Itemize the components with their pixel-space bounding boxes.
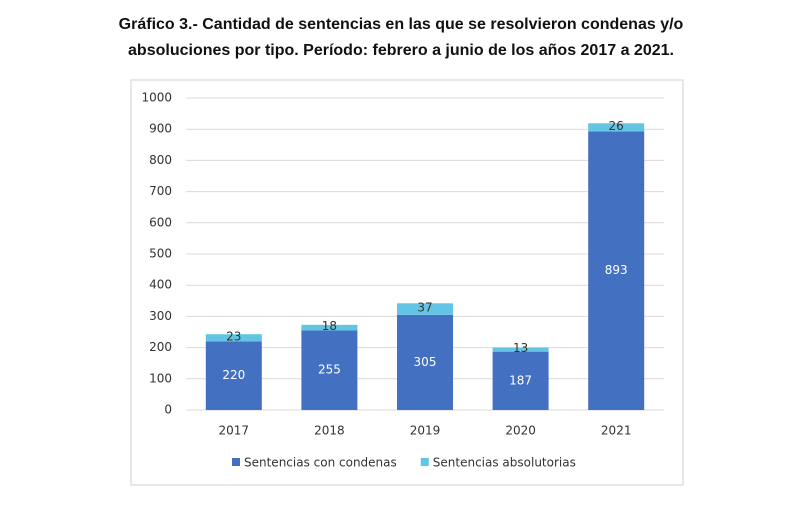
y-tick-label: 400	[149, 278, 172, 292]
legend-swatch	[420, 458, 429, 466]
y-tick-label: 200	[149, 340, 172, 354]
value-label: 893	[605, 263, 628, 277]
value-label: 13	[513, 341, 528, 355]
chart-title: absoluciones por tipo. Período: febrero …	[128, 42, 674, 59]
legend-swatch	[232, 458, 240, 466]
y-tick-label: 600	[149, 215, 172, 229]
value-label: 26	[609, 119, 624, 133]
legend-label: Sentencias absolutorias	[433, 456, 576, 470]
value-label: 37	[417, 301, 432, 315]
x-tick-label: 2019	[410, 424, 441, 438]
x-tick-label: 2018	[314, 424, 345, 438]
value-label: 220	[222, 368, 245, 382]
bar-segment	[588, 123, 645, 132]
y-tick-label: 300	[149, 309, 172, 323]
value-label: 23	[226, 329, 241, 343]
bar-segment	[301, 330, 358, 410]
value-label: 18	[322, 319, 337, 333]
chart-frame	[130, 79, 684, 486]
x-tick-label: 2021	[601, 424, 632, 438]
chart-title: Gráfico 3.- Cantidad de sentencias en la…	[119, 16, 684, 33]
value-label: 187	[509, 373, 532, 387]
bar-segment	[205, 341, 262, 410]
bar-segment	[397, 314, 453, 410]
bar-segment	[397, 303, 453, 315]
y-tick-label: 800	[149, 153, 172, 167]
y-tick-label: 900	[149, 122, 172, 136]
x-tick-label: 2020	[505, 424, 536, 438]
bar-segment	[301, 324, 358, 331]
bar-segment	[492, 351, 549, 410]
y-tick-label: 100	[149, 371, 172, 385]
bar-segment	[492, 347, 549, 352]
y-tick-label: 500	[149, 247, 172, 261]
value-label: 255	[318, 363, 341, 377]
bar-segment	[205, 334, 262, 342]
x-tick-label: 2017	[219, 424, 250, 438]
y-tick-label: 700	[149, 184, 172, 198]
bar-segment	[588, 131, 645, 410]
value-label: 305	[414, 355, 437, 369]
y-tick-label: 1000	[141, 91, 172, 105]
y-tick-label: 0	[164, 403, 172, 417]
legend-label: Sentencias con condenas	[244, 456, 397, 470]
